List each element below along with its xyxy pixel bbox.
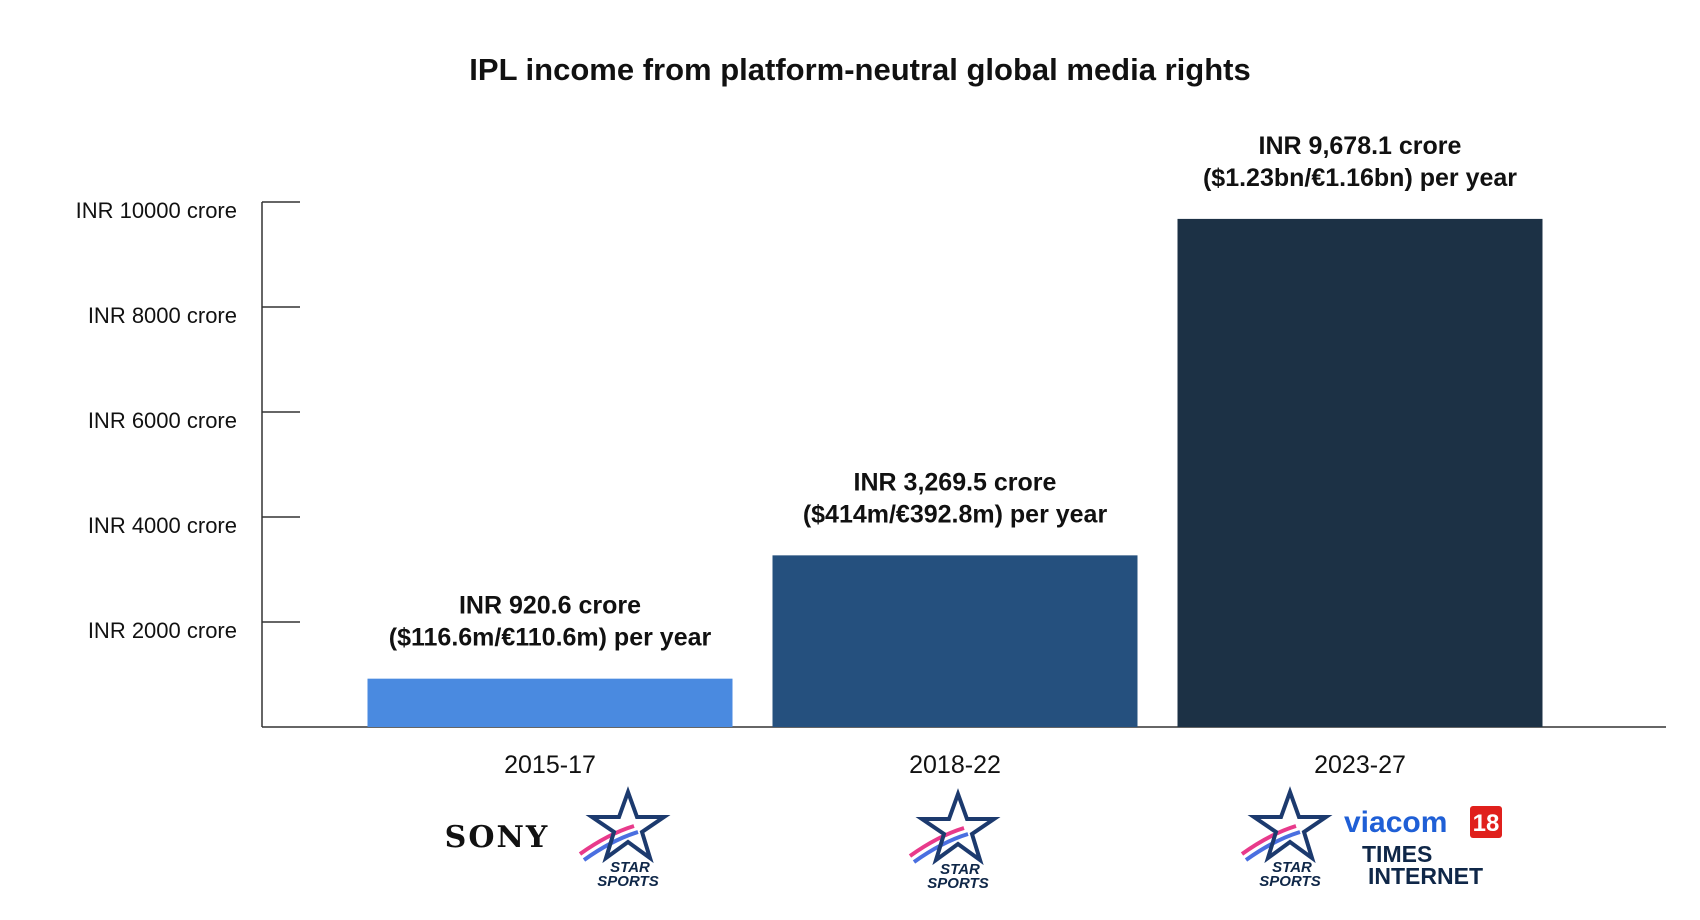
star-sports-logo: STAR SPORTS (908, 788, 1001, 892)
data-label: INR 9,678.1 crore (1259, 132, 1462, 160)
bar-2015-17 (367, 678, 733, 727)
star-sports-logo-text-2: SPORTS (597, 873, 658, 890)
star-sports-logo: STAR SPORTS (1240, 786, 1333, 890)
sony-logo: SONY (445, 820, 550, 855)
star-sports-logo-text-1: STAR (940, 861, 980, 878)
data-label: ($1.23bn/€1.16bn) per year (1203, 164, 1517, 192)
x-category-label: 2023-27 (1314, 751, 1406, 779)
star-sports-logo: STAR SPORTS (578, 786, 671, 890)
y-tick-label: INR 2000 crore (88, 618, 237, 643)
category-labels: 2015-17 2018-22 2023-27 (504, 751, 1406, 779)
star-sports-logo-text-2: SPORTS (1259, 873, 1320, 890)
broadcaster-logos: SONY STAR SPORTS STAR SPORTS STAR SPORTS… (445, 786, 1502, 892)
viacom-logo-text: viacom (1344, 806, 1447, 839)
data-label: ($414m/€392.8m) per year (803, 500, 1108, 528)
x-category-label: 2015-17 (504, 751, 596, 779)
y-tick-label: INR 4000 crore (88, 513, 237, 538)
viacom-18-badge: 18 (1473, 810, 1500, 837)
bar-2018-22 (772, 555, 1138, 727)
y-tick-label: INR 8000 crore (88, 303, 237, 328)
star-sports-logo-text-1: STAR (1272, 859, 1312, 876)
y-axis-ticks: INR 2000 crore INR 4000 crore INR 6000 cro… (76, 198, 300, 643)
data-label: ($116.6m/€110.6m) per year (389, 624, 712, 652)
y-tick-label: INR 10000 crore (76, 198, 237, 223)
data-label: INR 3,269.5 crore (854, 468, 1057, 496)
times-internet-logo: TIMES INTERNET (1362, 841, 1483, 889)
data-label: INR 920.6 crore (459, 592, 641, 620)
y-tick-label: INR 6000 crore (88, 408, 237, 433)
star-sports-logo-text-1: STAR (610, 859, 650, 876)
bars (367, 218, 1543, 727)
times-internet-logo-text-2: INTERNET (1368, 863, 1483, 889)
chart-title: IPL income from platform-neutral global … (469, 52, 1250, 87)
x-category-label: 2018-22 (909, 751, 1001, 779)
bar-2023-27 (1177, 218, 1543, 727)
star-sports-logo-text-2: SPORTS (927, 875, 988, 892)
viacom18-logo: viacom 18 (1344, 806, 1502, 839)
times-internet-logo-text-1: TIMES (1362, 841, 1432, 867)
sony-logo-text: SONY (445, 820, 550, 855)
data-labels: INR 920.6 crore ($116.6m/€110.6m) per yea… (389, 132, 1518, 652)
